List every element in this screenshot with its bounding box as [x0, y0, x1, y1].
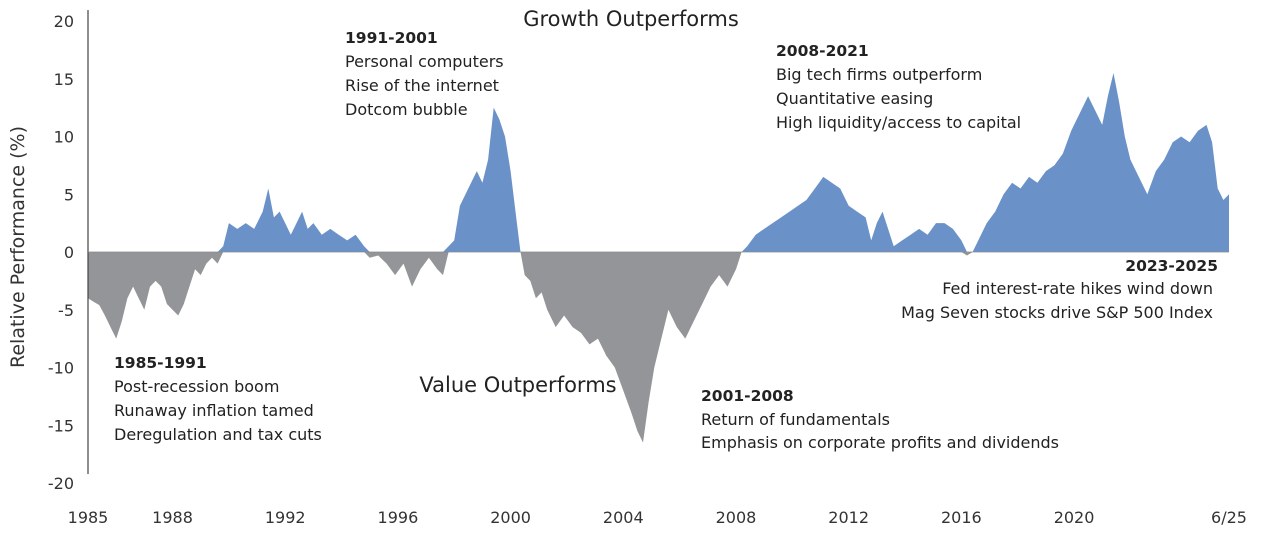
annotation-title: 1985-1991: [114, 354, 207, 372]
annotation-line: Quantitative easing: [776, 89, 933, 108]
x-tick-label: 6/25: [1211, 508, 1247, 527]
annotation-line: High liquidity/access to capital: [776, 113, 1021, 132]
growth-area: [88, 73, 1229, 252]
y-tick-label: 10: [54, 128, 74, 147]
annotation-line: Big tech firms outperform: [776, 65, 982, 84]
x-tick-label: 2020: [1054, 508, 1095, 527]
y-tick-label: 5: [64, 185, 74, 204]
annotation-title: 2008-2021: [776, 42, 869, 60]
value-area: [88, 252, 1229, 443]
annotation-line: Emphasis on corporate profits and divide…: [701, 433, 1059, 452]
annotation-title: 1991-2001: [345, 29, 438, 47]
x-tick-label: 1988: [152, 508, 193, 527]
y-tick-label: -15: [48, 416, 74, 435]
annotation-line: Deregulation and tax cuts: [114, 425, 322, 444]
annotation-line: Return of fundamentals: [701, 410, 890, 429]
x-tick-label: 2004: [603, 508, 644, 527]
x-tick-label: 1996: [378, 508, 419, 527]
annotation-1991-2001: 1991-2001 Personal computers Rise of the…: [345, 29, 504, 119]
x-tick-label: 1992: [265, 508, 306, 527]
x-tick-label: 1985: [68, 508, 109, 527]
y-tick-label: 15: [54, 70, 74, 89]
y-tick-label: -5: [58, 301, 74, 320]
y-axis-ticks: 20 15 10 5 0 -5 -10 -15 -20: [48, 12, 74, 493]
x-axis-ticks: 1985 1988 1992 1996 2000 2004 2008 2012 2016 2020…: [68, 508, 1247, 527]
annotation-title: 2023-2025: [1125, 257, 1218, 275]
annotation-line: Post-recession boom: [114, 377, 279, 396]
annotation-line: Rise of the internet: [345, 76, 499, 95]
annotation-line: Mag Seven stocks drive S&P 500 Index: [901, 303, 1213, 322]
growth-region-label: Growth Outperforms: [523, 7, 739, 31]
x-tick-label: 2012: [828, 508, 869, 527]
x-tick-label: 2008: [716, 508, 757, 527]
x-tick-label: 2000: [490, 508, 531, 527]
annotation-1985-1991: 1985-1991 Post-recession boom Runaway in…: [114, 354, 322, 444]
annotation-title: 2001-2008: [701, 387, 794, 405]
value-region-label: Value Outperforms: [419, 373, 616, 397]
annotation-line: Dotcom bubble: [345, 100, 468, 119]
annotation-2023-2025: 2023-2025 Fed interest-rate hikes wind d…: [901, 257, 1218, 322]
annotation-line: Runaway inflation tamed: [114, 401, 314, 420]
y-axis-label: Relative Performance (%): [7, 126, 29, 368]
y-tick-label: -20: [48, 474, 74, 493]
annotation-line: Personal computers: [345, 52, 504, 71]
y-tick-label: 0: [64, 243, 74, 262]
annotation-2008-2021: 2008-2021 Big tech firms outperform Quan…: [776, 42, 1021, 132]
x-tick-label: 2016: [941, 508, 982, 527]
annotation-2001-2008: 2001-2008 Return of fundamentals Emphasi…: [701, 387, 1059, 452]
y-tick-label: -10: [48, 359, 74, 378]
annotation-line: Fed interest-rate hikes wind down: [942, 279, 1213, 298]
y-tick-label: 20: [54, 12, 74, 31]
